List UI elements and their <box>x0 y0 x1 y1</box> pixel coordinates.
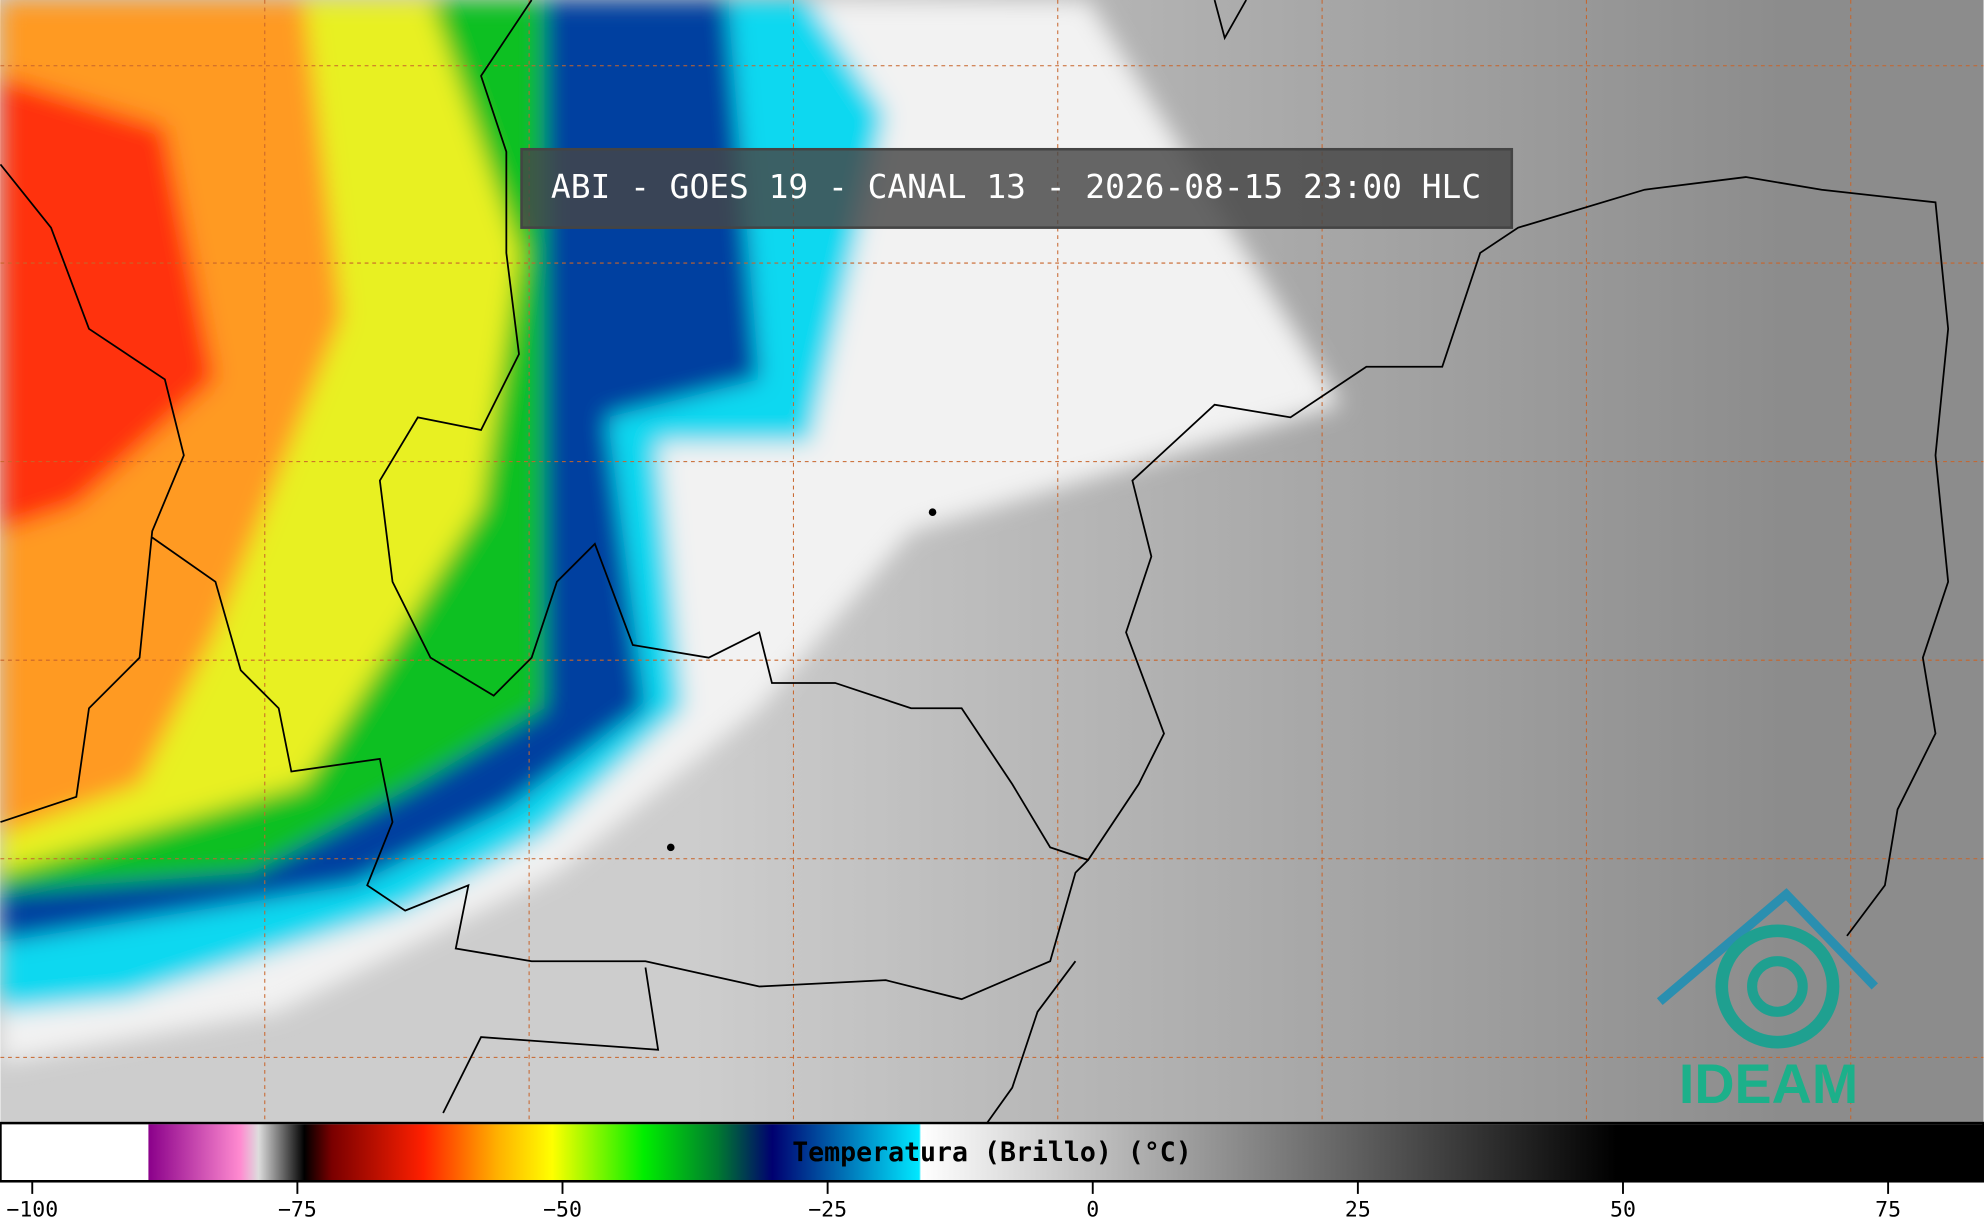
title: ABI - GOES 19 - CANAL 13 - 2026-08-15 23… <box>551 167 1481 206</box>
grid <box>0 0 1984 1124</box>
colorbar-label: Temperatura (Brillo) (°C) <box>792 1137 1192 1168</box>
tick-label: −100 <box>6 1197 58 1222</box>
tick-label: −75 <box>278 1197 317 1222</box>
title-box: ABI - GOES 19 - CANAL 13 - 2026-08-15 23… <box>520 147 1514 229</box>
tick-label: 0 <box>1086 1197 1099 1222</box>
tick-label: 25 <box>1345 1197 1371 1222</box>
logo-text: IDEAM <box>1679 1053 1858 1115</box>
tick-label: 50 <box>1610 1197 1636 1222</box>
logo: IDEAM <box>1656 888 1878 1115</box>
tick-label: −50 <box>543 1197 582 1222</box>
tick-label: −25 <box>808 1197 847 1222</box>
colorbar: Temperatura (Brillo) (°C) −100 −75 −50 −25 0… <box>0 1121 1984 1222</box>
borders <box>0 0 1950 1124</box>
tick-label: 75 <box>1875 1197 1901 1222</box>
